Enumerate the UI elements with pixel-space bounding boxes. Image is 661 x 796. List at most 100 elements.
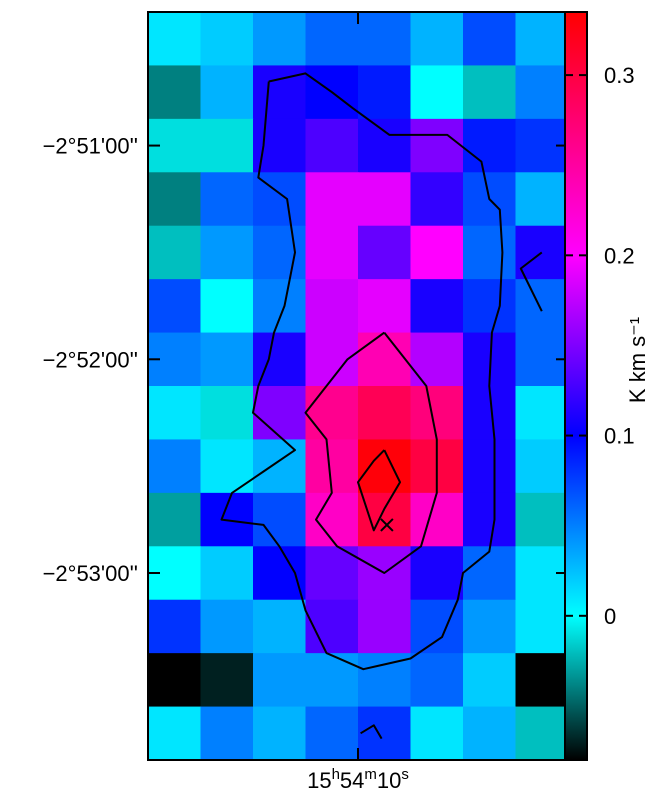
colorbar-tick-label: 0.2 [604,243,635,268]
heatmap-cell [253,118,307,173]
heatmap-cell [515,386,569,441]
heatmap-cell [463,599,517,654]
heatmap-cell [148,172,202,227]
x-tick-label-part: 10 [377,768,401,793]
heatmap-cells [148,12,569,761]
heatmap-cell [515,172,569,227]
x-tick-label: 15h54m10s [307,766,409,793]
contour-edge-bottom [360,724,383,740]
heatmap-cell [200,439,254,494]
heatmap-cell [148,439,202,494]
heatmap-cell [305,492,359,547]
colorbar-tick-label: 0 [604,604,616,629]
contour-outer [220,72,504,671]
x-tick-label-part: h [332,766,340,783]
heatmap-cell [358,172,412,227]
x-tick-labels: 15h54m10s [307,766,409,793]
heatmap-cell [305,386,359,441]
y-tick-label: −2°53'00'' [43,561,138,586]
contour-lines [220,72,543,740]
heatmap-cell [358,12,412,67]
marker-stroke [380,518,394,532]
contour-inner [357,449,401,532]
heatmap-cell [200,65,254,120]
heatmap-cell [515,279,569,334]
heatmap-cell [148,65,202,120]
heatmap-cell [410,12,464,67]
heatmap-cell [200,599,254,654]
heatmap-cell [463,65,517,120]
heatmap-cell [253,546,307,601]
heatmap-cell [463,225,517,280]
heatmap-cell [200,172,254,227]
contour-edge-right [519,251,543,312]
heatmap-cell [515,439,569,494]
heatmap-cell [358,492,412,547]
heatmap-cell [148,492,202,547]
heatmap-cell [200,706,254,761]
heatmap-cell [410,492,464,547]
heatmap-cell [515,599,569,654]
heatmap-cell [305,118,359,173]
heatmap-cell [148,225,202,280]
heatmap-cell [515,492,569,547]
heatmap-cell [253,386,307,441]
heatmap-cell [200,546,254,601]
heatmap-cell [305,439,359,494]
heatmap-cell [148,599,202,654]
heatmap-cell [410,332,464,387]
heatmap-cell [305,653,359,708]
heatmap-cell [358,225,412,280]
heatmap-cell [515,12,569,67]
heatmap-cell [358,653,412,708]
heatmap-cell [410,706,464,761]
heatmap-cell [200,279,254,334]
heatmap-cell [515,65,569,120]
x-tick-label-part: 15 [307,768,331,793]
colorbar-title: K km s⁻¹ [625,317,650,403]
heatmap-cell [148,653,202,708]
heatmap-cell [515,706,569,761]
heatmap-cell [410,599,464,654]
heatmap-cell [148,12,202,67]
heatmap-cell [148,706,202,761]
heatmap-cell [253,279,307,334]
heatmap-cell [410,225,464,280]
heatmap-cell [358,332,412,387]
x-tick-label-part: s [401,766,409,783]
heatmap-cell [200,12,254,67]
heatmap-cell [358,118,412,173]
heatmap-cell [200,118,254,173]
heatmap-cell [358,65,412,120]
colorbar-tick-label: 0.1 [604,424,635,449]
peak-marker [380,518,394,532]
heatmap-cell [463,12,517,67]
heatmap-cell [253,706,307,761]
heatmap-cell [463,279,517,334]
heatmap-cell [200,653,254,708]
heatmap-cell [410,386,464,441]
heatmap-cell [253,12,307,67]
heatmap-cell [410,279,464,334]
heatmap-cell [463,492,517,547]
y-tick-label: −2°51'00'' [43,134,138,159]
colorbar [564,11,588,761]
heatmap-cell [515,653,569,708]
heatmap-cell [358,706,412,761]
heatmap-cell [305,172,359,227]
heatmap-cell [200,386,254,441]
heatmap-cell [253,653,307,708]
heatmap-cell [253,599,307,654]
heatmap-cell [358,279,412,334]
heatmap-cell [200,225,254,280]
heatmap-cell [410,65,464,120]
heatmap-cell [463,706,517,761]
heatmap-cell [253,492,307,547]
heatmap-cell [148,279,202,334]
heatmap-cell [148,386,202,441]
heatmap-cell [358,386,412,441]
y-tick-labels: −2°51'00'' −2°52'00'' −2°53'00'' [43,134,138,586]
heatmap-cell [200,332,254,387]
contour-middle [304,331,438,574]
